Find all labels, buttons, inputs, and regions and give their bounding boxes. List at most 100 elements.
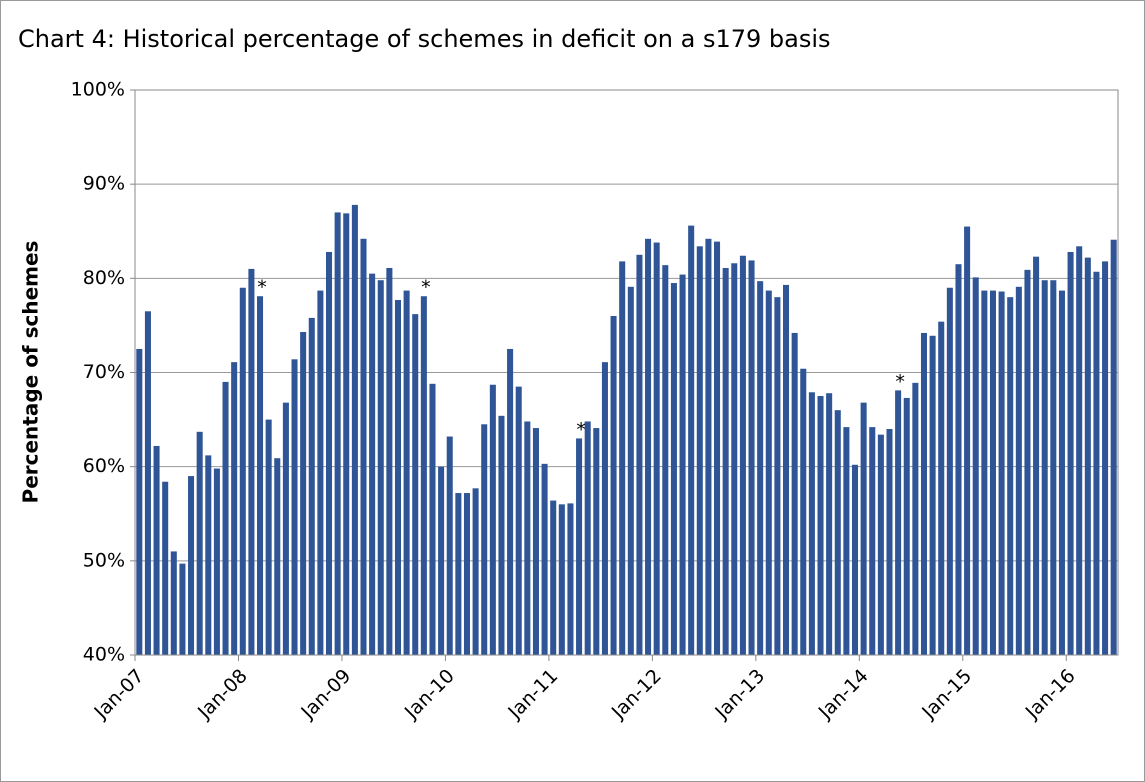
annotation: *: [576, 419, 586, 441]
bar: [714, 241, 721, 655]
bar: [403, 290, 410, 655]
bar: [610, 316, 617, 655]
bar: [972, 277, 979, 655]
bar: [196, 431, 203, 655]
y-tick-label: 90%: [83, 173, 125, 195]
bar: [1084, 257, 1091, 655]
annotation: *: [257, 277, 267, 299]
bar: [343, 213, 350, 655]
y-tick-label: 100%: [71, 79, 125, 101]
bar: [1041, 280, 1048, 655]
bar: [567, 503, 574, 655]
bar: [558, 504, 565, 655]
bar: [653, 242, 660, 656]
bar: [213, 468, 220, 655]
bar: [826, 393, 833, 655]
bar: [817, 396, 824, 655]
bar: [1093, 271, 1100, 655]
bar: [489, 384, 496, 655]
bar: [265, 419, 272, 655]
bar: [308, 317, 315, 655]
bar: [472, 488, 479, 655]
bar: [955, 264, 962, 655]
bar: [748, 260, 755, 655]
bar: [377, 280, 384, 655]
bar: [1076, 246, 1083, 656]
bar: [765, 290, 772, 655]
bar: [739, 255, 746, 655]
bar: [1102, 261, 1109, 655]
bar: [455, 493, 462, 655]
bar: [705, 238, 712, 656]
bar: [446, 436, 453, 655]
bar: [1050, 280, 1057, 655]
bar: [360, 238, 367, 656]
bar: [429, 383, 436, 655]
bar: [334, 212, 341, 655]
bar: [576, 438, 583, 655]
bar: [257, 296, 264, 655]
bar: [153, 445, 160, 655]
bar: [895, 390, 902, 655]
y-tick-label: 80%: [83, 267, 125, 289]
bar: [886, 429, 893, 655]
bar: [162, 481, 169, 655]
bar: [1007, 297, 1014, 655]
plot-frame: [134, 89, 1119, 656]
bar: [696, 246, 703, 656]
y-tick-label: 60%: [83, 455, 125, 477]
bar: [317, 290, 324, 655]
bar: [188, 476, 195, 655]
y-tick-label: 50%: [83, 549, 125, 571]
bar: [834, 410, 841, 655]
bar: [231, 362, 238, 655]
bar: [964, 226, 971, 655]
bar: [386, 267, 393, 655]
bar: [688, 225, 695, 655]
bar: [550, 500, 557, 655]
bar: [860, 402, 867, 655]
bar: [1110, 239, 1117, 655]
bar: [981, 290, 988, 655]
bar: [412, 314, 419, 655]
bar: [179, 563, 186, 655]
bar: [774, 297, 781, 655]
bar: [325, 251, 333, 655]
bar: [205, 455, 212, 655]
bar: [601, 362, 608, 655]
bar: [438, 466, 445, 655]
annotation: *: [895, 371, 905, 393]
bar: [300, 332, 307, 655]
bar: [541, 463, 548, 655]
bar: [248, 268, 255, 655]
bar: [645, 238, 652, 656]
bar: [783, 284, 790, 655]
bar: [627, 286, 634, 655]
bar: [1058, 290, 1065, 655]
bar: [584, 421, 591, 655]
bar: [851, 464, 859, 655]
bar: [291, 359, 298, 655]
bar: [351, 204, 358, 655]
bar: [679, 274, 686, 655]
bar: [420, 296, 427, 655]
bar: [808, 392, 815, 655]
bar: [507, 348, 514, 655]
bar: [791, 332, 798, 655]
bar: [222, 381, 229, 655]
bar: [989, 290, 996, 655]
bar: [662, 265, 669, 655]
bar: [800, 368, 807, 655]
bar: [498, 415, 505, 655]
bar: [239, 287, 246, 655]
bar: [869, 427, 876, 655]
bar: [1033, 256, 1040, 655]
bar: [912, 382, 919, 655]
annotation: *: [421, 277, 431, 299]
bar: [670, 283, 677, 655]
bar: [636, 254, 643, 655]
bar: [843, 427, 850, 655]
bar: [394, 299, 402, 655]
bar: [463, 493, 470, 655]
